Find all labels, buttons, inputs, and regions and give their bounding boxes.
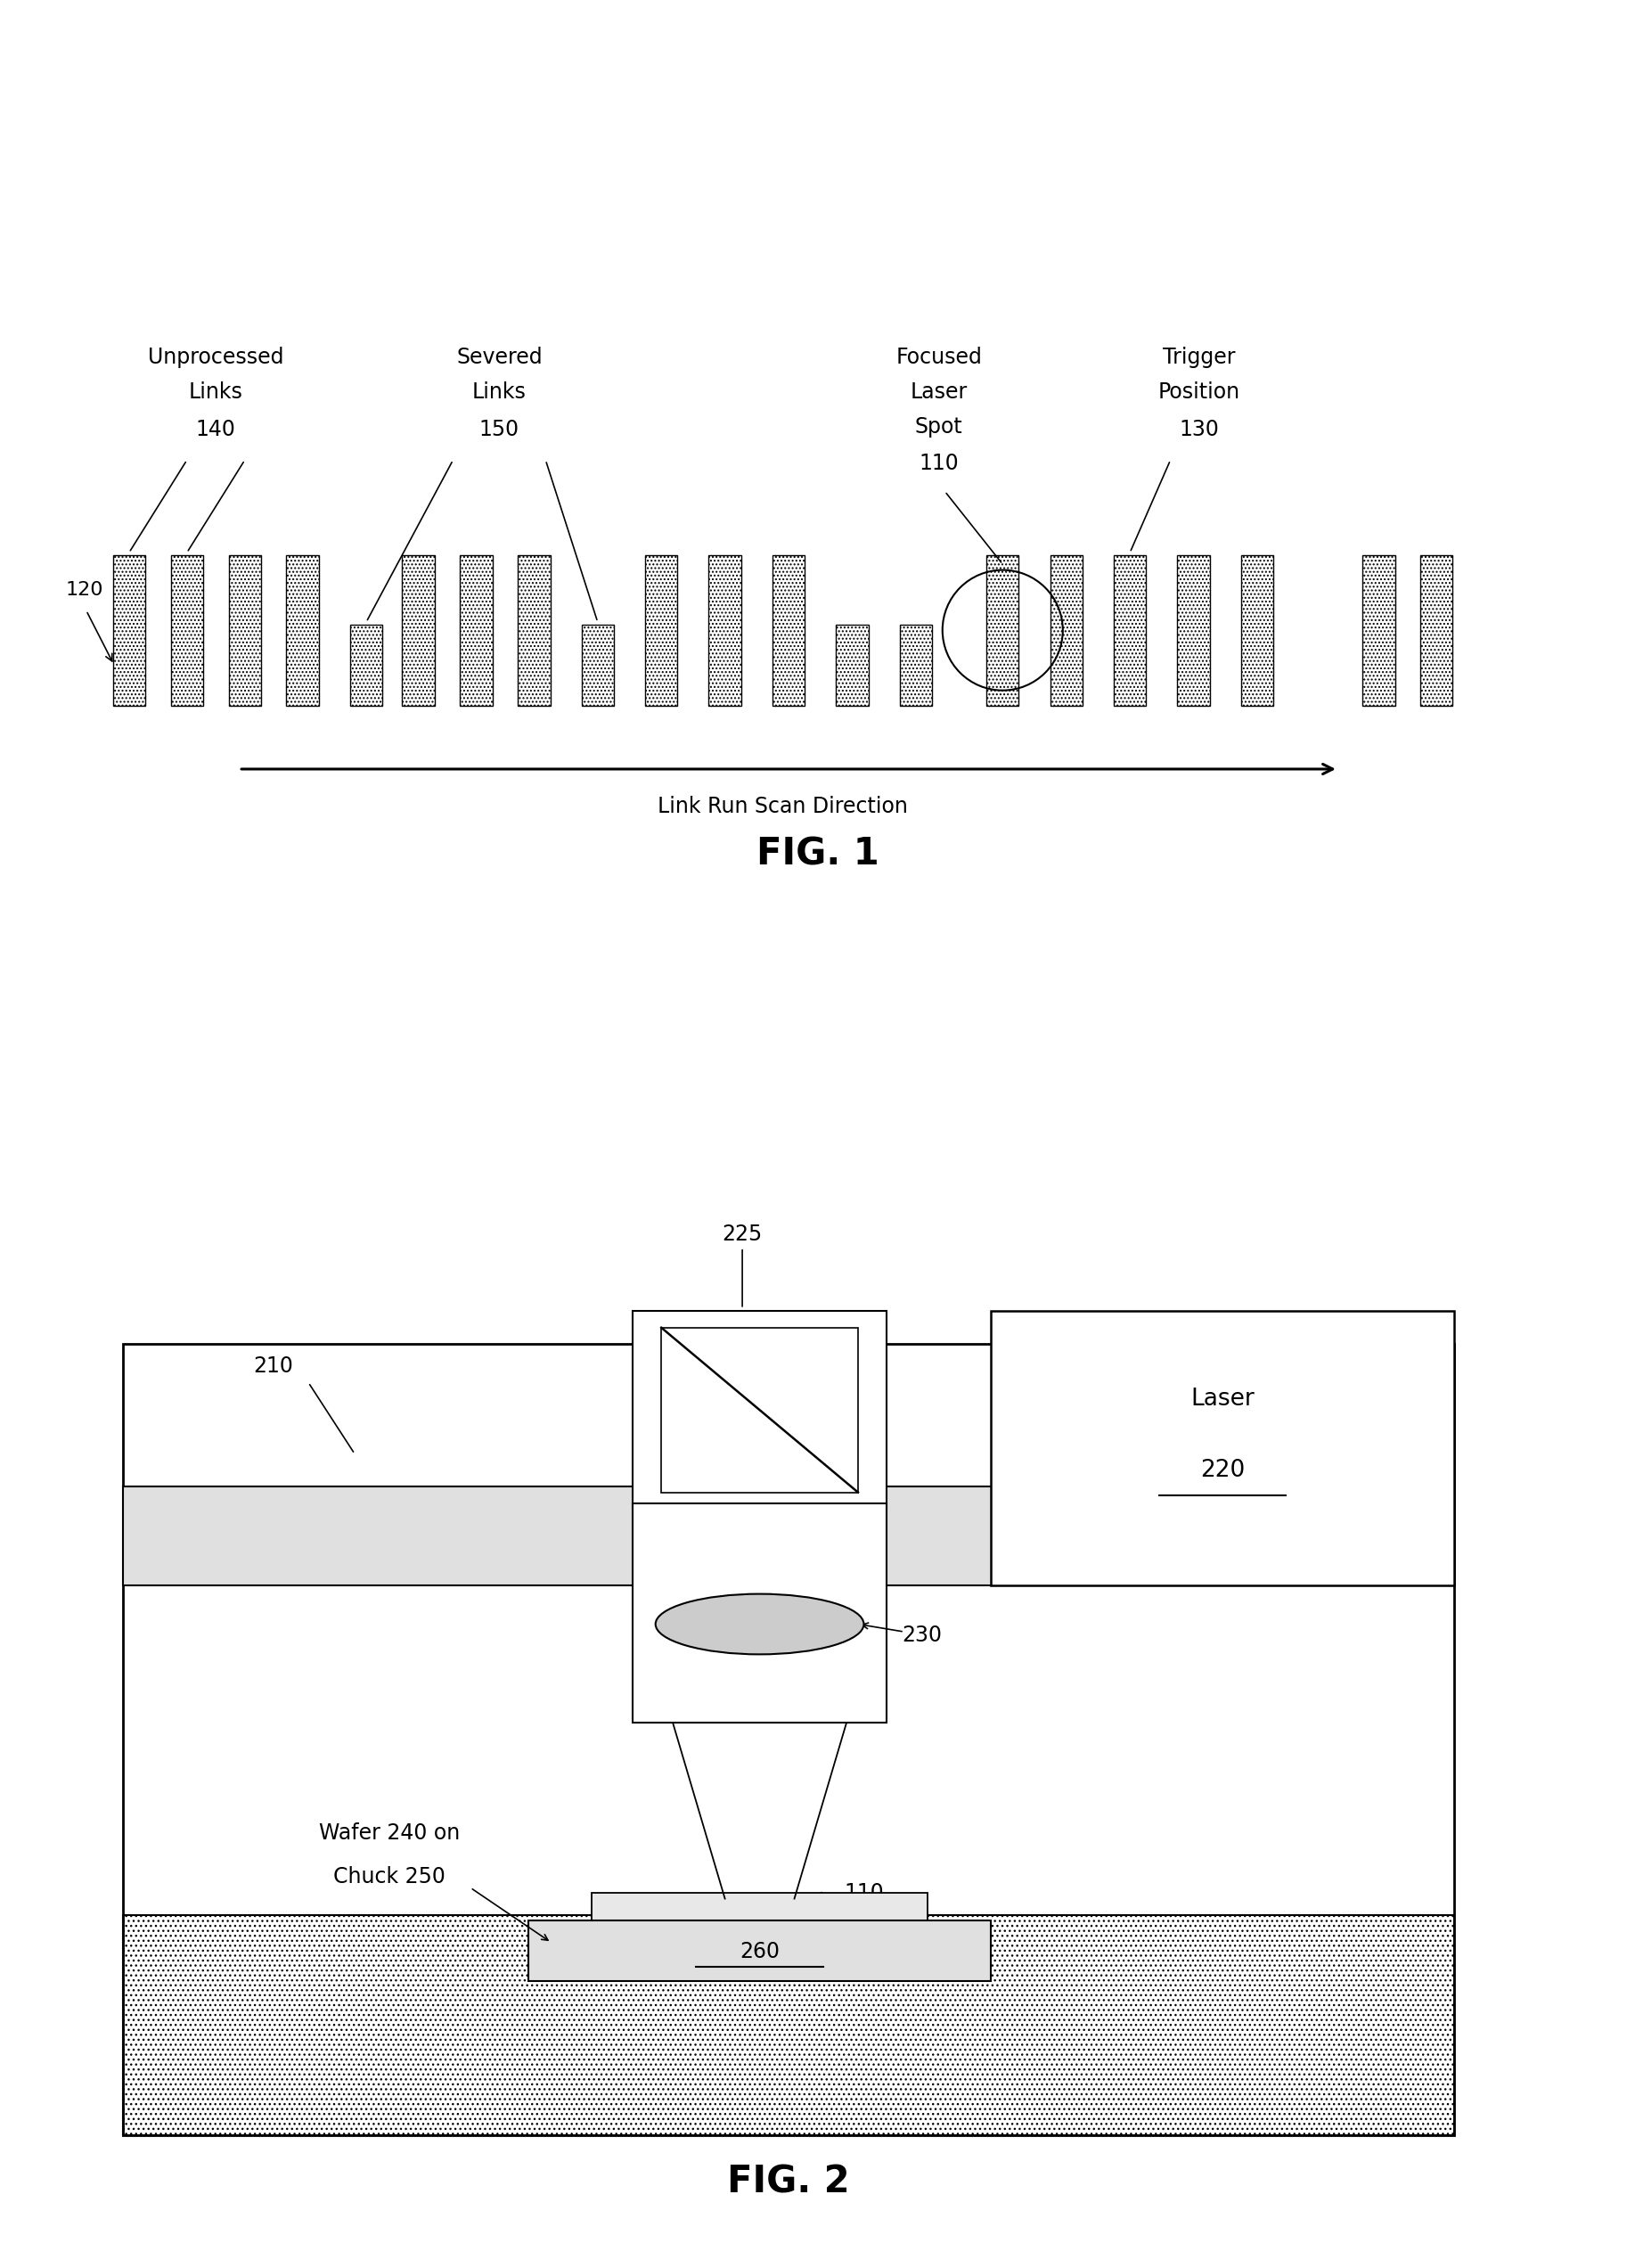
Bar	[633, 1311, 886, 1508]
Text: 210: 210	[253, 1356, 294, 1377]
Bar	[646, 556, 677, 705]
Bar	[1421, 556, 1454, 705]
Text: Link Run Scan Direction: Link Run Scan Direction	[657, 796, 907, 816]
Bar	[459, 556, 492, 705]
Bar	[582, 624, 613, 705]
Bar	[772, 556, 804, 705]
Text: 110: 110	[919, 454, 960, 474]
Text: 225: 225	[723, 1222, 762, 1245]
Text: Wafer 240 on: Wafer 240 on	[319, 1821, 459, 1844]
Bar	[123, 1914, 1454, 2134]
Bar	[1362, 556, 1395, 705]
Bar	[986, 556, 1019, 705]
Bar	[991, 1311, 1454, 1585]
Bar	[123, 1488, 1454, 1585]
Bar	[170, 556, 203, 705]
Text: 110: 110	[844, 1882, 885, 1903]
Bar	[1241, 556, 1274, 705]
Bar	[708, 556, 741, 705]
Bar	[1050, 556, 1082, 705]
Bar	[229, 556, 262, 705]
Text: Focused: Focused	[896, 347, 983, 367]
Bar	[592, 1894, 927, 1923]
Bar	[899, 624, 932, 705]
Text: 120: 120	[65, 581, 103, 599]
Text: 130: 130	[1179, 417, 1220, 440]
Bar	[286, 556, 319, 705]
Bar	[528, 1921, 991, 1980]
Bar	[350, 624, 383, 705]
Bar	[518, 556, 551, 705]
Text: Links: Links	[188, 381, 244, 404]
Ellipse shape	[656, 1594, 863, 1653]
Bar	[661, 1327, 858, 1492]
Bar	[1177, 556, 1210, 705]
Text: 230: 230	[901, 1624, 942, 1647]
Text: Severed: Severed	[456, 347, 543, 367]
Text: Laser: Laser	[1190, 1388, 1254, 1411]
Text: Chuck 250: Chuck 250	[334, 1867, 445, 1887]
Text: Trigger: Trigger	[1162, 347, 1236, 367]
Text: Unprocessed: Unprocessed	[147, 347, 284, 367]
Bar	[1113, 556, 1146, 705]
Bar	[835, 624, 868, 705]
Bar	[402, 556, 435, 705]
Text: 140: 140	[196, 417, 235, 440]
Text: FIG. 2: FIG. 2	[728, 2164, 850, 2200]
Bar	[123, 1345, 1454, 2134]
Text: 150: 150	[479, 417, 520, 440]
Text: Links: Links	[473, 381, 526, 404]
Text: 220: 220	[1200, 1458, 1244, 1481]
Text: Laser: Laser	[911, 381, 968, 404]
Text: Position: Position	[1158, 381, 1241, 404]
Text: FIG. 1: FIG. 1	[755, 835, 880, 873]
Text: 260: 260	[739, 1941, 780, 1962]
Bar	[113, 556, 146, 705]
Text: Spot: Spot	[916, 415, 963, 438]
Bar	[633, 1504, 886, 1724]
